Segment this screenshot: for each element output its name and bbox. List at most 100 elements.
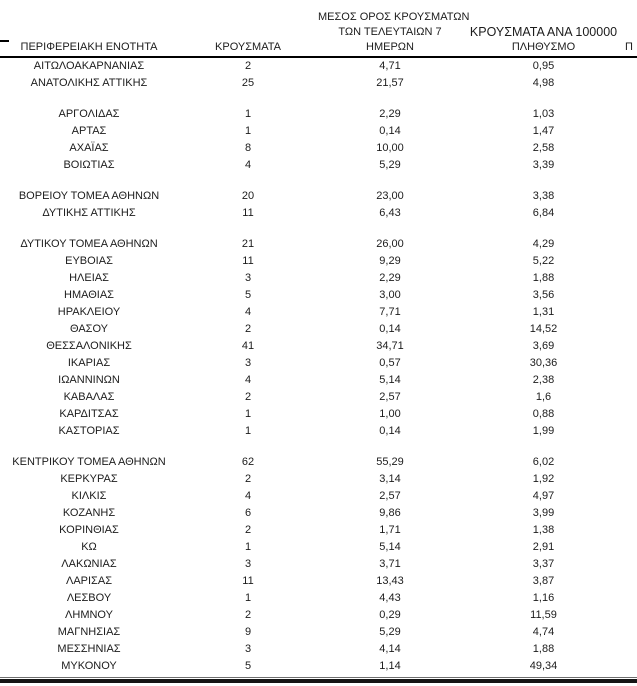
avg-7day-cell: 1,14: [379, 660, 401, 672]
region-name-cell: ΕΥΒΟΙΑΣ: [65, 255, 113, 267]
col-header-avg-7-days-line3: ΗΜΕΡΩΝ: [366, 41, 414, 53]
col-header-cases-per-100000-line1: ΚΡΟΥΣΜΑΤΑ ΑΝΑ 100000: [469, 25, 618, 39]
cases-cell: 21: [241, 238, 255, 250]
cases-cell: 20: [241, 190, 255, 202]
avg-7day-cell: 2,57: [379, 391, 401, 403]
avg-7day-cell: 5,14: [379, 374, 401, 386]
cases-cell: 4: [244, 490, 252, 502]
avg-7day-cell: 0,14: [379, 125, 401, 137]
group-spacer: [0, 174, 637, 188]
table-row: ΜΕΣΣΗΝΙΑΣ 3 4,14 1,88: [0, 641, 637, 658]
avg-7day-cell: 2,29: [379, 108, 401, 120]
table-bottom-double-rule: [0, 677, 637, 683]
region-name-cell: ΛΑΚΩΝΙΑΣ: [61, 558, 117, 570]
region-name-cell: ΒΟΙΩΤΙΑΣ: [63, 159, 115, 171]
cases-cell: 5: [244, 660, 252, 672]
cases-cell: 1: [244, 408, 252, 420]
cases-cell: 11: [242, 575, 254, 587]
avg-7day-cell: 6,43: [379, 207, 401, 219]
per-100k-cell: 11,59: [530, 609, 557, 621]
per-100k-cell: 4,29: [532, 238, 555, 250]
per-100k-cell: 1,16: [532, 592, 555, 604]
region-name-cell: ΔΥΤΙΚΗΣ ΑΤΤΙΚΗΣ: [42, 207, 136, 219]
avg-7day-cell: 4,43: [379, 592, 401, 604]
avg-7day-cell: 55,29: [376, 456, 404, 468]
region-name-cell: ΒΟΡΕΙΟΥ ΤΟΜΕΑ ΑΘΗΝΩΝ: [18, 190, 160, 202]
cases-cell: 1: [244, 108, 252, 120]
cases-cell: 4: [244, 306, 252, 318]
avg-7day-cell: 9,29: [379, 255, 401, 267]
avg-7day-cell: 3,14: [379, 473, 401, 485]
cases-cell: 8: [244, 142, 252, 154]
per-100k-cell: 3,87: [532, 575, 555, 587]
cases-cell: 4: [244, 159, 252, 171]
per-100k-cell: 6,02: [532, 456, 555, 468]
table-row: ΘΕΣΣΑΛΟΝΙΚΗΣ 41 34,71 3,69: [0, 338, 637, 355]
per-100k-cell: 49,34: [529, 660, 558, 672]
cases-cell: 1: [244, 425, 252, 437]
avg-7day-cell: 2,57: [379, 490, 401, 502]
per-100k-cell: 3,69: [532, 340, 555, 352]
per-100k-cell: 2,58: [532, 142, 555, 154]
cases-cell: 11: [242, 207, 254, 219]
cases-cell: 6: [244, 507, 252, 519]
per-100k-cell: 1,47: [532, 125, 555, 137]
per-100k-cell: 1,99: [532, 425, 555, 437]
region-name-cell: ΜΕΣΣΗΝΙΑΣ: [57, 643, 121, 655]
table-header-row: ΠΕΡΙΦΕΡΕΙΑΚΗ ΕΝΟΤΗΤΑ ΚΡΟΥΣΜΑΤΑ ΜΕΣΟΣ ΟΡΟ…: [0, 0, 637, 58]
per-100k-cell: 4,98: [532, 77, 555, 89]
region-name-cell: ΛΗΜΝΟΥ: [65, 609, 113, 621]
table-row: ΛΕΣΒΟΥ 1 4,43 1,16: [0, 590, 637, 607]
col-header-avg-7-days-line2: ΤΩΝ ΤΕΛΕΥΤΑΙΩΝ 7: [338, 26, 442, 38]
cases-cell: 25: [241, 77, 255, 89]
cases-cell: 3: [244, 558, 252, 570]
cases-cell: 9: [244, 626, 252, 638]
per-100k-cell: 1,38: [532, 524, 555, 536]
table-row: ΑΝΑΤΟΛΙΚΗΣ ΑΤΤΙΚΗΣ 25 21,57 4,98: [0, 75, 637, 92]
region-name-cell: ΜΥΚΟΝΟΥ: [61, 660, 117, 672]
avg-7day-cell: 2,29: [379, 272, 401, 284]
per-100k-cell: 6,84: [532, 207, 555, 219]
table-row: ΚΑΒΑΛΑΣ 2 2,57 1,6: [0, 389, 637, 406]
group-spacer: [0, 92, 637, 106]
cases-cell: 1: [244, 125, 252, 137]
cases-cell: 3: [244, 272, 252, 284]
region-name-cell: ΔΥΤΙΚΟΥ ΤΟΜΕΑ ΑΘΗΝΩΝ: [20, 238, 158, 250]
per-100k-cell: 3,39: [532, 159, 555, 171]
avg-7day-cell: 1,00: [379, 408, 401, 420]
region-name-cell: ΑΡΓΟΛΙΔΑΣ: [58, 108, 120, 120]
per-100k-cell: 1,92: [532, 473, 555, 485]
table-row: ΚΩ 1 5,14 2,91: [0, 539, 637, 556]
table-row: ΑΧΑΪΑΣ 8 10,00 2,58: [0, 140, 637, 157]
region-name-cell: ΚΟΡΙΝΘΙΑΣ: [59, 524, 119, 536]
cases-cell: 11: [242, 255, 254, 267]
table-row: ΕΥΒΟΙΑΣ 11 9,29 5,22: [0, 253, 637, 270]
cases-cell: 2: [244, 323, 252, 335]
avg-7day-cell: 34,71: [376, 340, 404, 352]
avg-7day-cell: 0,29: [379, 609, 401, 621]
clipped-next-column-header: Π: [625, 41, 633, 53]
table-row: ΑΡΤΑΣ 1 0,14 1,47: [0, 123, 637, 140]
region-name-cell: ΗΛΕΙΑΣ: [69, 272, 109, 284]
region-name-cell: ΚΑΡΔΙΤΣΑΣ: [59, 408, 119, 420]
table-row: ΚΟΡΙΝΘΙΑΣ 2 1,71 1,38: [0, 522, 637, 539]
table-row: ΒΟΙΩΤΙΑΣ 4 5,29 3,39: [0, 157, 637, 174]
avg-7day-cell: 4,14: [379, 643, 401, 655]
avg-7day-cell: 4,71: [379, 60, 401, 72]
table-row: ΚΑΣΤΟΡΙΑΣ 1 0,14 1,99: [0, 423, 637, 440]
cases-cell: 4: [244, 374, 252, 386]
cases-cell: 41: [241, 340, 255, 352]
region-name-cell: ΑΙΤΩΛΟΑΚΑΡΝΑΝΙΑΣ: [33, 60, 145, 72]
region-name-cell: ΑΡΤΑΣ: [71, 125, 107, 137]
region-name-cell: ΛΕΣΒΟΥ: [66, 592, 112, 604]
avg-7day-cell: 0,14: [379, 425, 401, 437]
per-100k-cell: 1,88: [532, 643, 555, 655]
cases-cell: 3: [244, 357, 252, 369]
per-100k-cell: 3,99: [532, 507, 555, 519]
table-row: ΚΕΝΤΡΙΚΟΥ ΤΟΜΕΑ ΑΘΗΝΩΝ 62 55,29 6,02: [0, 454, 637, 471]
per-100k-cell: 1,6: [535, 391, 552, 403]
cases-cell: 2: [244, 391, 252, 403]
region-name-cell: ΘΕΣΣΑΛΟΝΙΚΗΣ: [46, 340, 132, 352]
table-row: ΗΡΑΚΛΕΙΟΥ 4 7,71 1,31: [0, 304, 637, 321]
avg-7day-cell: 0,57: [379, 357, 401, 369]
